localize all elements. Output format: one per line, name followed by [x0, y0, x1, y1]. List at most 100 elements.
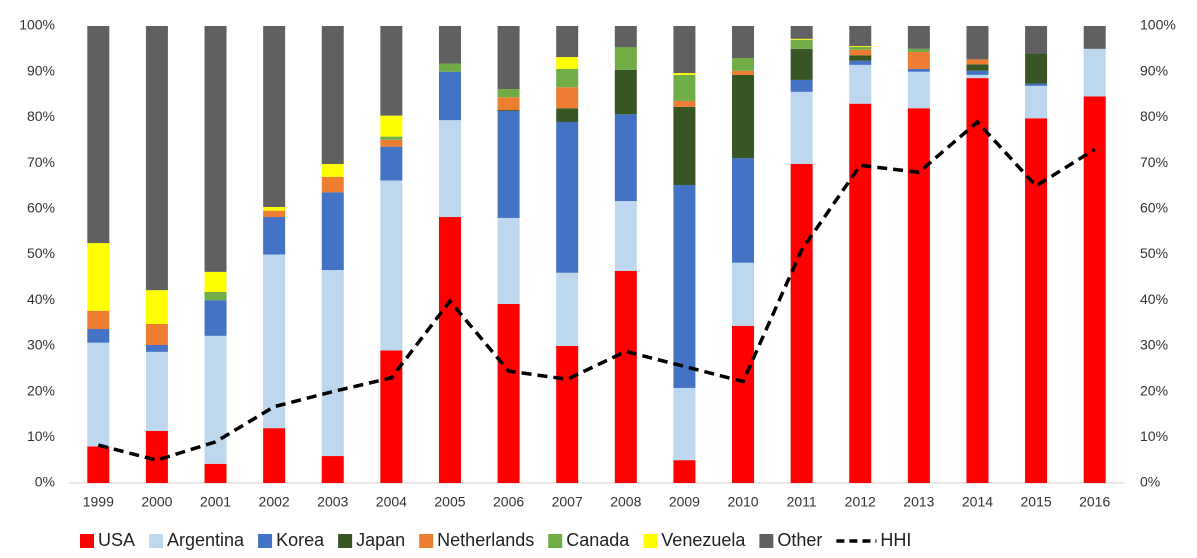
bar-segment — [204, 26, 227, 272]
bar-segment — [438, 217, 461, 483]
bar-segment — [497, 111, 520, 218]
x-tick-label: 2012 — [845, 494, 876, 510]
bar-segment — [849, 49, 872, 56]
legend-swatch — [548, 534, 563, 548]
legend-label: Venezuela — [661, 530, 746, 550]
bar-segment — [497, 110, 520, 112]
bar-segment — [321, 192, 344, 271]
bar-segment — [732, 57, 755, 71]
x-tick-label: 2001 — [200, 494, 231, 510]
y-tick-label: 40% — [27, 291, 55, 307]
legend-label: USA — [98, 530, 135, 550]
bar-segment — [145, 430, 168, 483]
bar-segment — [966, 70, 989, 75]
bar-segment — [87, 310, 110, 329]
bar-segment — [497, 26, 520, 90]
bar-segment — [673, 106, 696, 186]
bar-segment — [438, 71, 461, 121]
x-tick-label: 2016 — [1079, 494, 1110, 510]
bar-segment — [790, 39, 813, 49]
bar-segment — [790, 38, 813, 40]
bar-segment — [907, 71, 930, 109]
bar-segment — [497, 217, 520, 304]
bar-segment — [87, 26, 110, 244]
hhi-line — [97, 119, 1096, 462]
bar-segment — [673, 185, 696, 388]
bar-segment — [556, 121, 579, 273]
bar-segment — [966, 59, 989, 65]
bar-segment — [849, 47, 872, 50]
x-tick-label: 2005 — [434, 494, 465, 510]
legend-label: Argentina — [167, 530, 245, 550]
bar-segment — [673, 26, 696, 74]
bar-segment — [380, 136, 403, 140]
y2-tick-label: 40% — [1140, 291, 1168, 307]
bar-segment — [263, 254, 286, 429]
x-tick-label: 2002 — [259, 494, 290, 510]
y-tick-label: 70% — [27, 154, 55, 170]
bar-segment — [732, 70, 755, 75]
x-tick-label: 2009 — [669, 494, 700, 510]
bar-segment — [966, 78, 989, 484]
bar-segment — [790, 164, 813, 483]
x-tick-label: 2003 — [317, 494, 348, 510]
legend-swatch — [643, 534, 658, 548]
legend-label: Korea — [276, 530, 325, 550]
bar-segment — [966, 64, 989, 71]
legend-swatch — [338, 534, 353, 548]
bar-segment — [145, 323, 168, 345]
y-tick-label: 10% — [27, 428, 55, 444]
y-tick-label: 60% — [27, 200, 55, 216]
bar-segment — [321, 456, 344, 483]
bar-segment — [1083, 26, 1106, 49]
bar-segment — [380, 139, 403, 147]
x-tick-label: 2014 — [962, 494, 993, 510]
bar-segment — [497, 97, 520, 111]
y-tick-label: 0% — [35, 474, 55, 490]
bar-segment — [790, 91, 813, 165]
bar-segment — [380, 115, 403, 137]
y-tick-label: 90% — [27, 62, 55, 78]
bar-segment — [614, 47, 637, 70]
bar-segment — [907, 48, 930, 53]
bar-segment — [849, 46, 872, 48]
bar-segment — [732, 262, 755, 326]
legend-swatch — [80, 534, 94, 548]
bar-segment — [849, 103, 872, 483]
legend-label: Other — [777, 530, 822, 550]
legend-label: Canada — [566, 530, 630, 550]
bar-segment — [732, 325, 755, 483]
bar-segment — [321, 26, 344, 165]
x-tick-label: 2010 — [727, 494, 758, 510]
bar-segment — [556, 272, 579, 346]
legend-swatch — [149, 534, 164, 548]
bar-segment — [614, 26, 637, 48]
bar-segment — [263, 217, 286, 255]
bar-segment — [204, 291, 227, 301]
bar-segment — [732, 74, 755, 159]
bar-segment — [145, 351, 168, 431]
bar-segment — [87, 446, 110, 483]
bar-segment — [673, 74, 696, 101]
y2-tick-label: 10% — [1140, 428, 1168, 444]
bar-segment — [556, 26, 579, 58]
bar-segment — [1083, 48, 1106, 97]
bar-segment — [907, 68, 930, 72]
bar-segment — [145, 26, 168, 291]
x-tick-label: 2007 — [552, 494, 583, 510]
y2-tick-label: 100% — [1140, 17, 1176, 33]
bar-segment — [497, 89, 520, 98]
y2-tick-label: 70% — [1140, 154, 1168, 170]
bar-segment — [380, 350, 403, 483]
bar-segment — [790, 26, 813, 39]
bar-segment — [966, 74, 989, 79]
y-tick-label: 80% — [27, 108, 55, 124]
x-tick-label: 2006 — [493, 494, 524, 510]
bar-segment — [87, 342, 110, 447]
bar-segment — [438, 63, 461, 72]
bar-segment — [321, 270, 344, 457]
bar-segment — [263, 206, 286, 211]
x-tick-label: 1999 — [83, 494, 114, 510]
x-tick-label: 2013 — [903, 494, 934, 510]
